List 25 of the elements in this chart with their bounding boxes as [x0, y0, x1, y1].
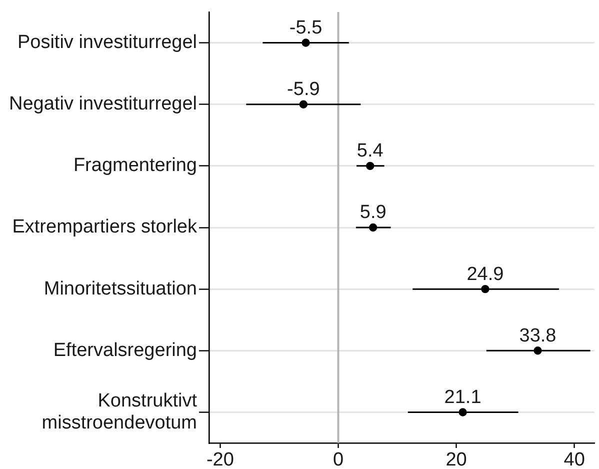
point [458, 408, 467, 416]
y-tick-label: Minoritetssituation [44, 278, 197, 300]
point [534, 346, 542, 355]
data-label: -5.9 [287, 79, 320, 100]
y-tick-label: Konstruktivt misstroendevotum [42, 390, 198, 434]
x-tick-label: 40 [564, 450, 585, 469]
x-tick-label: -20 [206, 450, 234, 469]
data-label: 33.8 [519, 325, 556, 346]
point [368, 223, 378, 232]
y-tick-label: Positiv investiturregel [17, 32, 197, 54]
data-label: -5.5 [289, 18, 322, 39]
x-tick-label: 0 [332, 450, 344, 469]
point [366, 162, 374, 170]
y-tick-label: Fragmentering [73, 155, 197, 176]
data-label: 21.1 [444, 386, 482, 408]
data-label: 5.9 [360, 202, 386, 224]
y-tick-label: Negativ investiturregel [9, 94, 197, 115]
y-tick-label: Extrempartiers storlek [12, 216, 198, 238]
data-label: 5.4 [356, 140, 384, 162]
x-tick-label: 20 [446, 450, 467, 469]
point [302, 38, 310, 47]
y-tick-label: Eftervalsregering [53, 340, 197, 361]
data-label: 24.9 [466, 264, 504, 285]
point [299, 100, 308, 108]
point [481, 284, 490, 294]
